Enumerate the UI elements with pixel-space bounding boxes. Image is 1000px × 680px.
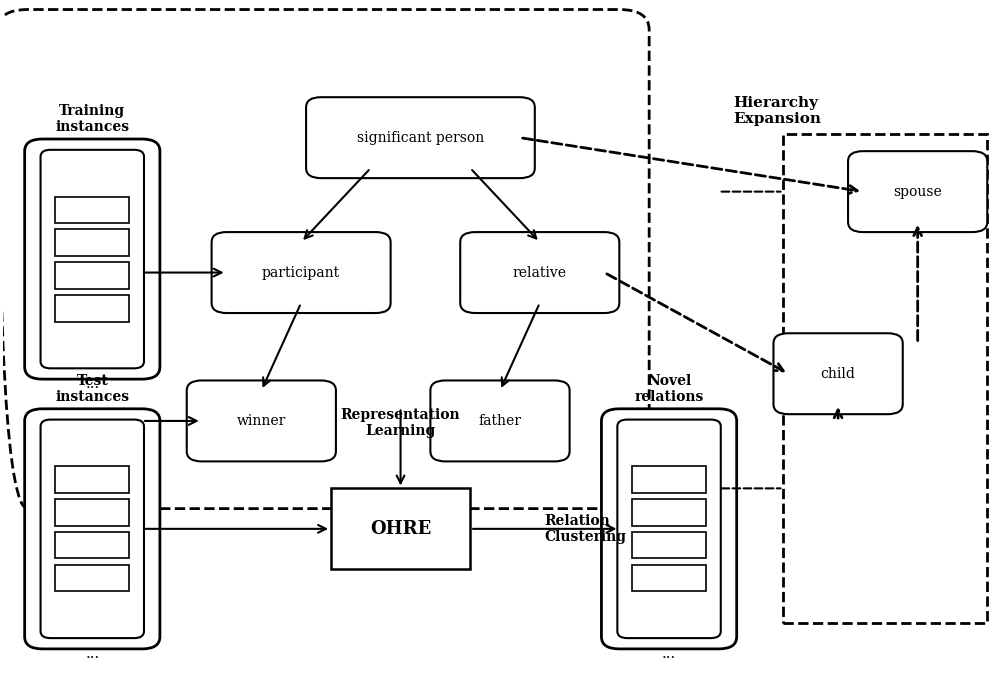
Text: Training
instances: Training instances: [55, 104, 129, 134]
Text: ...: ...: [85, 647, 99, 661]
FancyBboxPatch shape: [460, 232, 619, 313]
FancyBboxPatch shape: [306, 97, 535, 178]
Text: Hierarchy
Expansion: Hierarchy Expansion: [734, 96, 822, 126]
Text: child: child: [821, 367, 856, 381]
Text: significant person: significant person: [357, 131, 484, 145]
Text: Representation
Learning: Representation Learning: [341, 407, 460, 438]
Text: winner: winner: [237, 414, 286, 428]
Text: participant: participant: [262, 266, 340, 279]
FancyBboxPatch shape: [617, 420, 721, 638]
Bar: [55, 295, 129, 322]
Bar: [632, 499, 706, 526]
Text: Novel
relations: Novel relations: [634, 374, 704, 404]
Bar: [632, 532, 706, 558]
Text: relative: relative: [513, 266, 567, 279]
FancyBboxPatch shape: [848, 151, 987, 232]
Bar: [632, 565, 706, 592]
Text: OHRE: OHRE: [370, 520, 431, 538]
FancyBboxPatch shape: [212, 232, 391, 313]
Bar: [632, 466, 706, 492]
Text: ...: ...: [662, 647, 676, 661]
Text: ...: ...: [85, 377, 99, 391]
FancyBboxPatch shape: [25, 409, 160, 649]
FancyBboxPatch shape: [430, 381, 570, 462]
FancyBboxPatch shape: [601, 409, 737, 649]
Bar: [55, 466, 129, 492]
Bar: [55, 229, 129, 256]
Bar: [55, 499, 129, 526]
Text: spouse: spouse: [893, 185, 942, 199]
Bar: [55, 197, 129, 223]
Text: Test
instances: Test instances: [55, 374, 129, 404]
Bar: [783, 134, 987, 624]
Bar: [55, 532, 129, 558]
Bar: [55, 262, 129, 289]
Text: Relation
Clustering: Relation Clustering: [545, 514, 627, 544]
Bar: [55, 565, 129, 592]
FancyBboxPatch shape: [773, 333, 903, 414]
FancyBboxPatch shape: [41, 150, 144, 369]
FancyBboxPatch shape: [187, 381, 336, 462]
FancyBboxPatch shape: [25, 139, 160, 379]
Text: father: father: [479, 414, 522, 428]
FancyBboxPatch shape: [41, 420, 144, 638]
Bar: [331, 488, 470, 569]
